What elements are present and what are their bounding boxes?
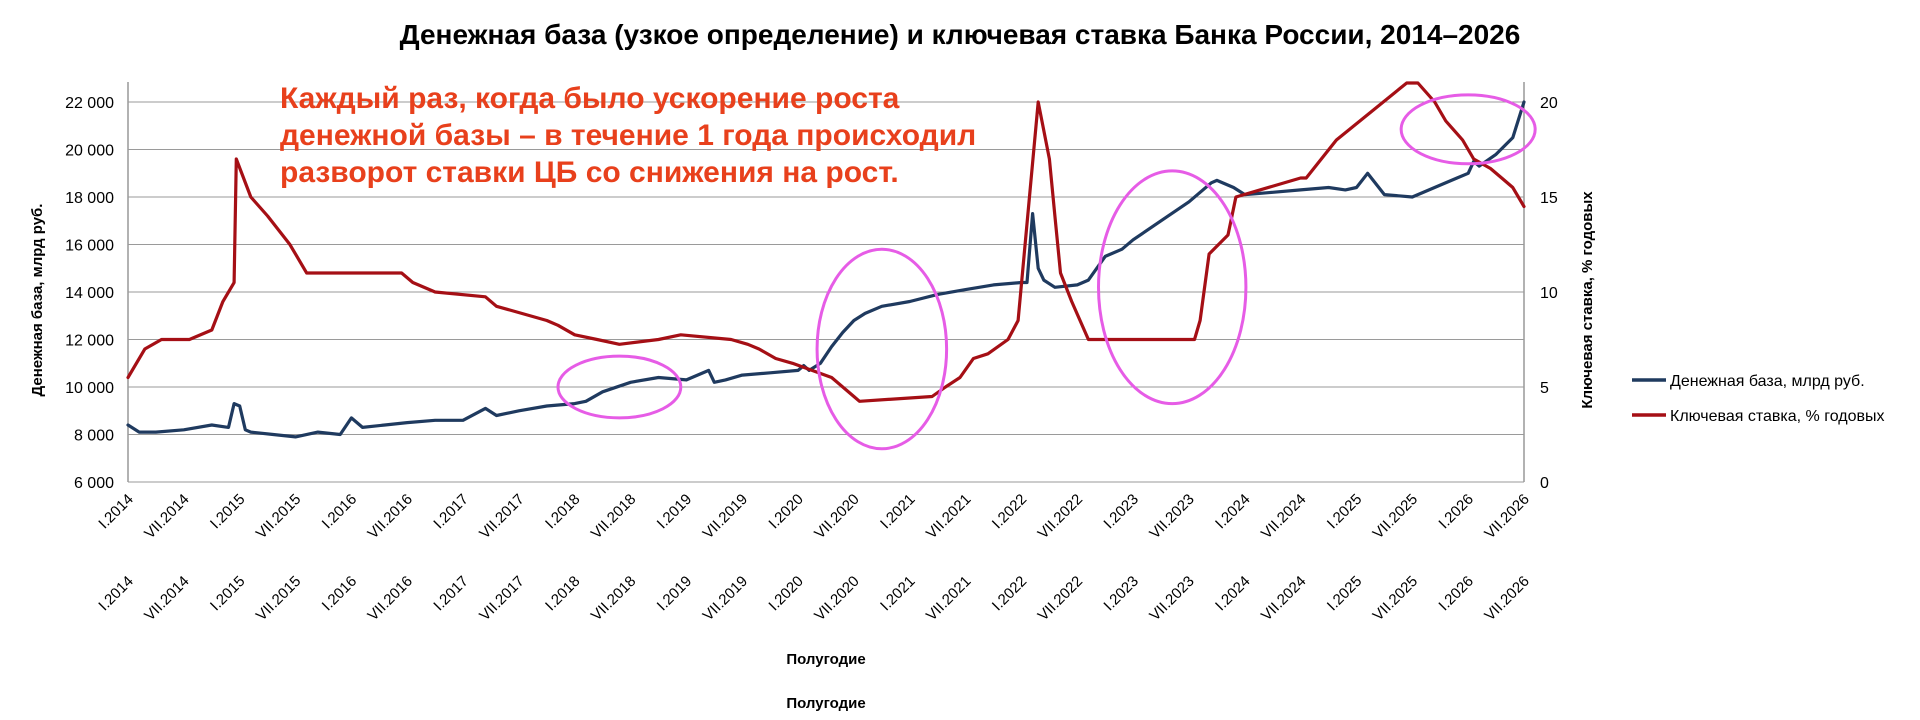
x-tick-label-repeat: VII.2019 [700, 573, 752, 625]
x-tick-label: I.2021 [877, 491, 919, 533]
x-tick-label-repeat: I.2015 [207, 573, 249, 615]
x-tick-label: VII.2016 [364, 491, 416, 543]
x-tick-label-repeat: I.2025 [1324, 573, 1366, 615]
right-axis-ticks: 0 5 10 15 20 [1540, 95, 1558, 492]
y-right-tick-label: 10 [1540, 285, 1558, 302]
x-axis-label-repeat: Полугодие [786, 695, 865, 712]
x-tick-label-repeat: VII.2026 [1481, 573, 1533, 625]
x-tick-label-repeat: VII.2021 [923, 573, 975, 625]
y-right-tick-label: 20 [1540, 95, 1558, 112]
y-left-tick-label: 16 000 [65, 238, 114, 255]
x-tick-label: I.2014 [95, 491, 137, 533]
highlight-2020 [815, 247, 949, 451]
y-left-tick-label: 18 000 [65, 190, 114, 207]
highlight-2023 [1096, 169, 1248, 406]
x-tick-label: VII.2014 [141, 491, 193, 543]
annotation-line-2: денежной базы – в течение 1 года происхо… [280, 119, 976, 152]
x-tick-label: I.2019 [654, 491, 696, 533]
x-tick-label-repeat: VII.2016 [364, 573, 416, 625]
x-tick-label: VII.2023 [1146, 491, 1198, 543]
series-lines [126, 81, 1526, 439]
x-tick-label: VII.2025 [1370, 491, 1422, 543]
legend: Денежная база, млрд руб. Ключевая ставка… [1632, 373, 1885, 425]
annotation-line-1: Каждый раз, когда было ускорение роста [280, 82, 900, 115]
y-right-tick-label: 15 [1540, 190, 1558, 207]
x-tick-label: VII.2024 [1258, 491, 1310, 543]
y-left-tick-label: 14 000 [65, 285, 114, 302]
y-left-tick-label: 20 000 [65, 143, 114, 160]
highlight-2018 [556, 354, 683, 420]
y-right-tick-label: 5 [1540, 380, 1549, 397]
y-left-tick-label: 12 000 [65, 333, 114, 350]
chart-title: Денежная база (узкое определение) и ключ… [400, 19, 1521, 50]
x-tick-label-repeat: I.2020 [765, 573, 807, 615]
y-right-tick-label: 0 [1540, 475, 1549, 492]
y-right-label: Ключевая ставка, % годовых [1579, 191, 1596, 409]
x-tick-label: VII.2018 [588, 491, 640, 543]
x-tick-label: VII.2020 [811, 491, 863, 543]
x-tick-label-repeat: VII.2023 [1146, 573, 1198, 625]
x-tick-label-repeat: VII.2022 [1035, 573, 1087, 625]
x-tick-label: VII.2021 [923, 491, 975, 543]
x-tick-label: VII.2017 [476, 491, 528, 543]
highlight-ellipses [556, 93, 1537, 451]
x-tick-label-repeat: I.2023 [1100, 573, 1142, 615]
x-tick-label: I.2025 [1324, 491, 1366, 533]
x-tick-label-repeat: I.2016 [319, 573, 361, 615]
x-tick-label: I.2023 [1100, 491, 1142, 533]
y-left-tick-label: 6 000 [74, 475, 114, 492]
x-tick-label-repeat: I.2014 [95, 573, 137, 615]
x-tick-label: I.2016 [319, 491, 361, 533]
series-line-money-base [126, 100, 1526, 439]
annotation: Каждый раз, когда было ускорение роста д… [280, 82, 976, 189]
x-tick-label: I.2018 [542, 491, 584, 533]
legend-label-key-rate: Ключевая ставка, % годовых [1670, 408, 1885, 425]
x-tick-label-repeat: VII.2014 [141, 573, 193, 625]
x-tick-label-repeat: I.2022 [989, 573, 1031, 615]
legend-label-money-base: Денежная база, млрд руб. [1670, 373, 1865, 390]
x-tick-label: I.2015 [207, 491, 249, 533]
x-tick-label: I.2026 [1435, 491, 1477, 533]
x-tick-label: I.2024 [1212, 491, 1254, 533]
x-tick-label-repeat: VII.2020 [811, 573, 863, 625]
y-left-label: Денежная база, млрд руб. [29, 204, 46, 397]
x-tick-label: I.2017 [430, 491, 472, 533]
x-tick-label: VII.2015 [253, 491, 305, 543]
x-tick-label-repeat: VII.2015 [253, 573, 305, 625]
gridlines [128, 101, 1524, 483]
series-line-key-rate [126, 81, 1526, 403]
x-tick-label-repeat: VII.2025 [1370, 573, 1422, 625]
annotation-line-3: разворот ставки ЦБ со снижения на рост. [280, 156, 899, 189]
x-tick-label-repeat: I.2026 [1435, 573, 1477, 615]
highlight-2026 [1399, 93, 1537, 166]
left-axis-ticks: 6 000 8 000 10 000 12 000 14 000 16 000 18 000… [65, 95, 114, 492]
x-tick-label: VII.2026 [1481, 491, 1533, 543]
x-tick-label: I.2020 [765, 491, 807, 533]
x-tick-label-repeat: VII.2017 [476, 573, 528, 625]
y-left-tick-label: 22 000 [65, 95, 114, 112]
x-tick-label-repeat: VII.2024 [1258, 573, 1310, 625]
x-axis-label: Полугодие [786, 651, 865, 668]
x-axis-ticks-row-2: I.2014 VII.2014 I.2015 VII.2015 I.2016 VII.20… [95, 573, 1533, 625]
x-tick-label-repeat: I.2024 [1212, 573, 1254, 615]
x-tick-label: VII.2022 [1035, 491, 1087, 543]
y-left-tick-label: 10 000 [65, 380, 114, 397]
x-tick-label-repeat: I.2018 [542, 573, 584, 615]
x-tick-label-repeat: VII.2018 [588, 573, 640, 625]
x-tick-label-repeat: I.2019 [654, 573, 696, 615]
y-left-tick-label: 8 000 [74, 428, 114, 445]
x-tick-label-repeat: I.2017 [430, 573, 472, 615]
x-tick-label: VII.2019 [700, 491, 752, 543]
x-axis-ticks-row-1: I.2014 VII.2014 I.2015 VII.2015 I.2016 VII.20… [95, 491, 1533, 543]
x-tick-label-repeat: I.2021 [877, 573, 919, 615]
x-tick-label: I.2022 [989, 491, 1031, 533]
